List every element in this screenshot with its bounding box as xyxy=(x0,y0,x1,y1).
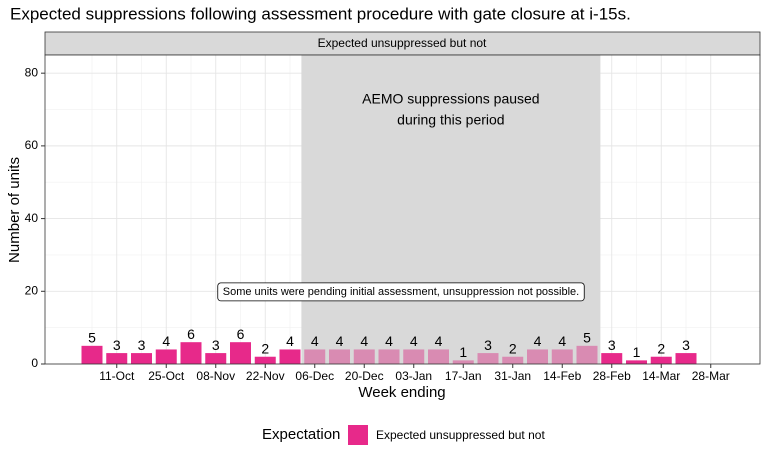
value-label: 3 xyxy=(212,337,220,353)
value-label: 3 xyxy=(113,337,121,353)
bar xyxy=(304,349,326,364)
x-tick-label: 14-Feb xyxy=(543,369,581,383)
value-label: 3 xyxy=(682,337,690,353)
x-tick-label: 06-Dec xyxy=(295,369,334,383)
value-label: 4 xyxy=(360,333,368,349)
bar xyxy=(452,360,474,364)
x-tick-label: 25-Oct xyxy=(148,369,185,383)
value-label: 4 xyxy=(162,333,170,349)
x-tick-label: 22-Nov xyxy=(246,369,285,383)
bar xyxy=(576,345,598,364)
value-label: 1 xyxy=(459,344,467,360)
value-label: 1 xyxy=(633,344,641,360)
annotation-box xyxy=(217,282,585,302)
bar xyxy=(230,342,251,364)
y-tick-label: 40 xyxy=(25,211,39,225)
shaded-period-text: AEMO suppressions paused xyxy=(362,91,539,107)
value-label: 5 xyxy=(88,330,96,346)
bar xyxy=(155,349,177,364)
bar xyxy=(675,353,697,364)
legend-title: Expectation xyxy=(262,426,340,443)
x-tick-label: 08-Nov xyxy=(196,369,235,383)
value-label: 6 xyxy=(237,326,245,342)
bar xyxy=(180,342,202,364)
y-axis-label: Number of units xyxy=(6,157,23,263)
bar xyxy=(254,356,276,364)
bar xyxy=(279,349,301,364)
facet-label: Expected unsuppressed but not xyxy=(318,36,487,50)
x-tick-label: 03-Jan xyxy=(395,369,432,383)
bar xyxy=(477,353,499,364)
value-label: 4 xyxy=(435,333,443,349)
value-label: 4 xyxy=(311,333,319,349)
bar xyxy=(527,349,548,364)
legend-label: Expected unsuppressed but not xyxy=(376,428,545,442)
bar xyxy=(205,353,227,364)
x-tick-label: 14-Mar xyxy=(642,369,680,383)
y-tick-label: 20 xyxy=(25,283,39,297)
value-label: 4 xyxy=(410,333,418,349)
bar xyxy=(601,353,623,364)
x-axis-label: Week ending xyxy=(358,384,445,401)
value-label: 5 xyxy=(583,330,591,346)
x-tick-label: 31-Jan xyxy=(494,369,531,383)
shaded-period-text: during this period xyxy=(397,112,504,128)
bar xyxy=(403,349,425,364)
bar xyxy=(650,356,672,364)
value-label: 3 xyxy=(484,337,492,353)
value-label: 3 xyxy=(608,337,616,353)
value-label: 4 xyxy=(558,333,566,349)
x-tick-label: 28-Mar xyxy=(692,369,730,383)
bar xyxy=(353,349,375,364)
x-tick-label: 20-Dec xyxy=(345,369,384,383)
shaded-period xyxy=(301,55,601,364)
panel-border xyxy=(44,54,761,365)
value-label: 4 xyxy=(286,333,294,349)
bar xyxy=(626,360,647,364)
value-label: 6 xyxy=(187,326,195,342)
value-label: 4 xyxy=(534,333,542,349)
bar xyxy=(329,349,350,364)
bar xyxy=(106,353,128,364)
y-tick-label: 60 xyxy=(25,138,39,152)
value-label: 3 xyxy=(138,337,146,353)
value-label: 4 xyxy=(336,333,344,349)
bar xyxy=(81,345,103,364)
value-label: 4 xyxy=(385,333,393,349)
legend-key xyxy=(348,425,368,445)
value-label: 2 xyxy=(657,340,665,356)
bar xyxy=(378,349,400,364)
bar xyxy=(551,349,573,364)
chart-title: Expected suppressions following assessme… xyxy=(10,4,631,23)
y-tick-label: 0 xyxy=(31,356,38,370)
bar xyxy=(428,349,449,364)
value-label: 2 xyxy=(509,340,517,356)
value-label: 2 xyxy=(261,340,269,356)
x-tick-label: 17-Jan xyxy=(445,369,482,383)
y-tick-label: 80 xyxy=(25,65,39,79)
bar xyxy=(131,353,152,364)
x-tick-label: 11-Oct xyxy=(99,369,135,383)
x-tick-label: 28-Feb xyxy=(593,369,631,383)
bar xyxy=(502,356,524,364)
annotation: Some units were pending initial assessme… xyxy=(223,286,579,298)
